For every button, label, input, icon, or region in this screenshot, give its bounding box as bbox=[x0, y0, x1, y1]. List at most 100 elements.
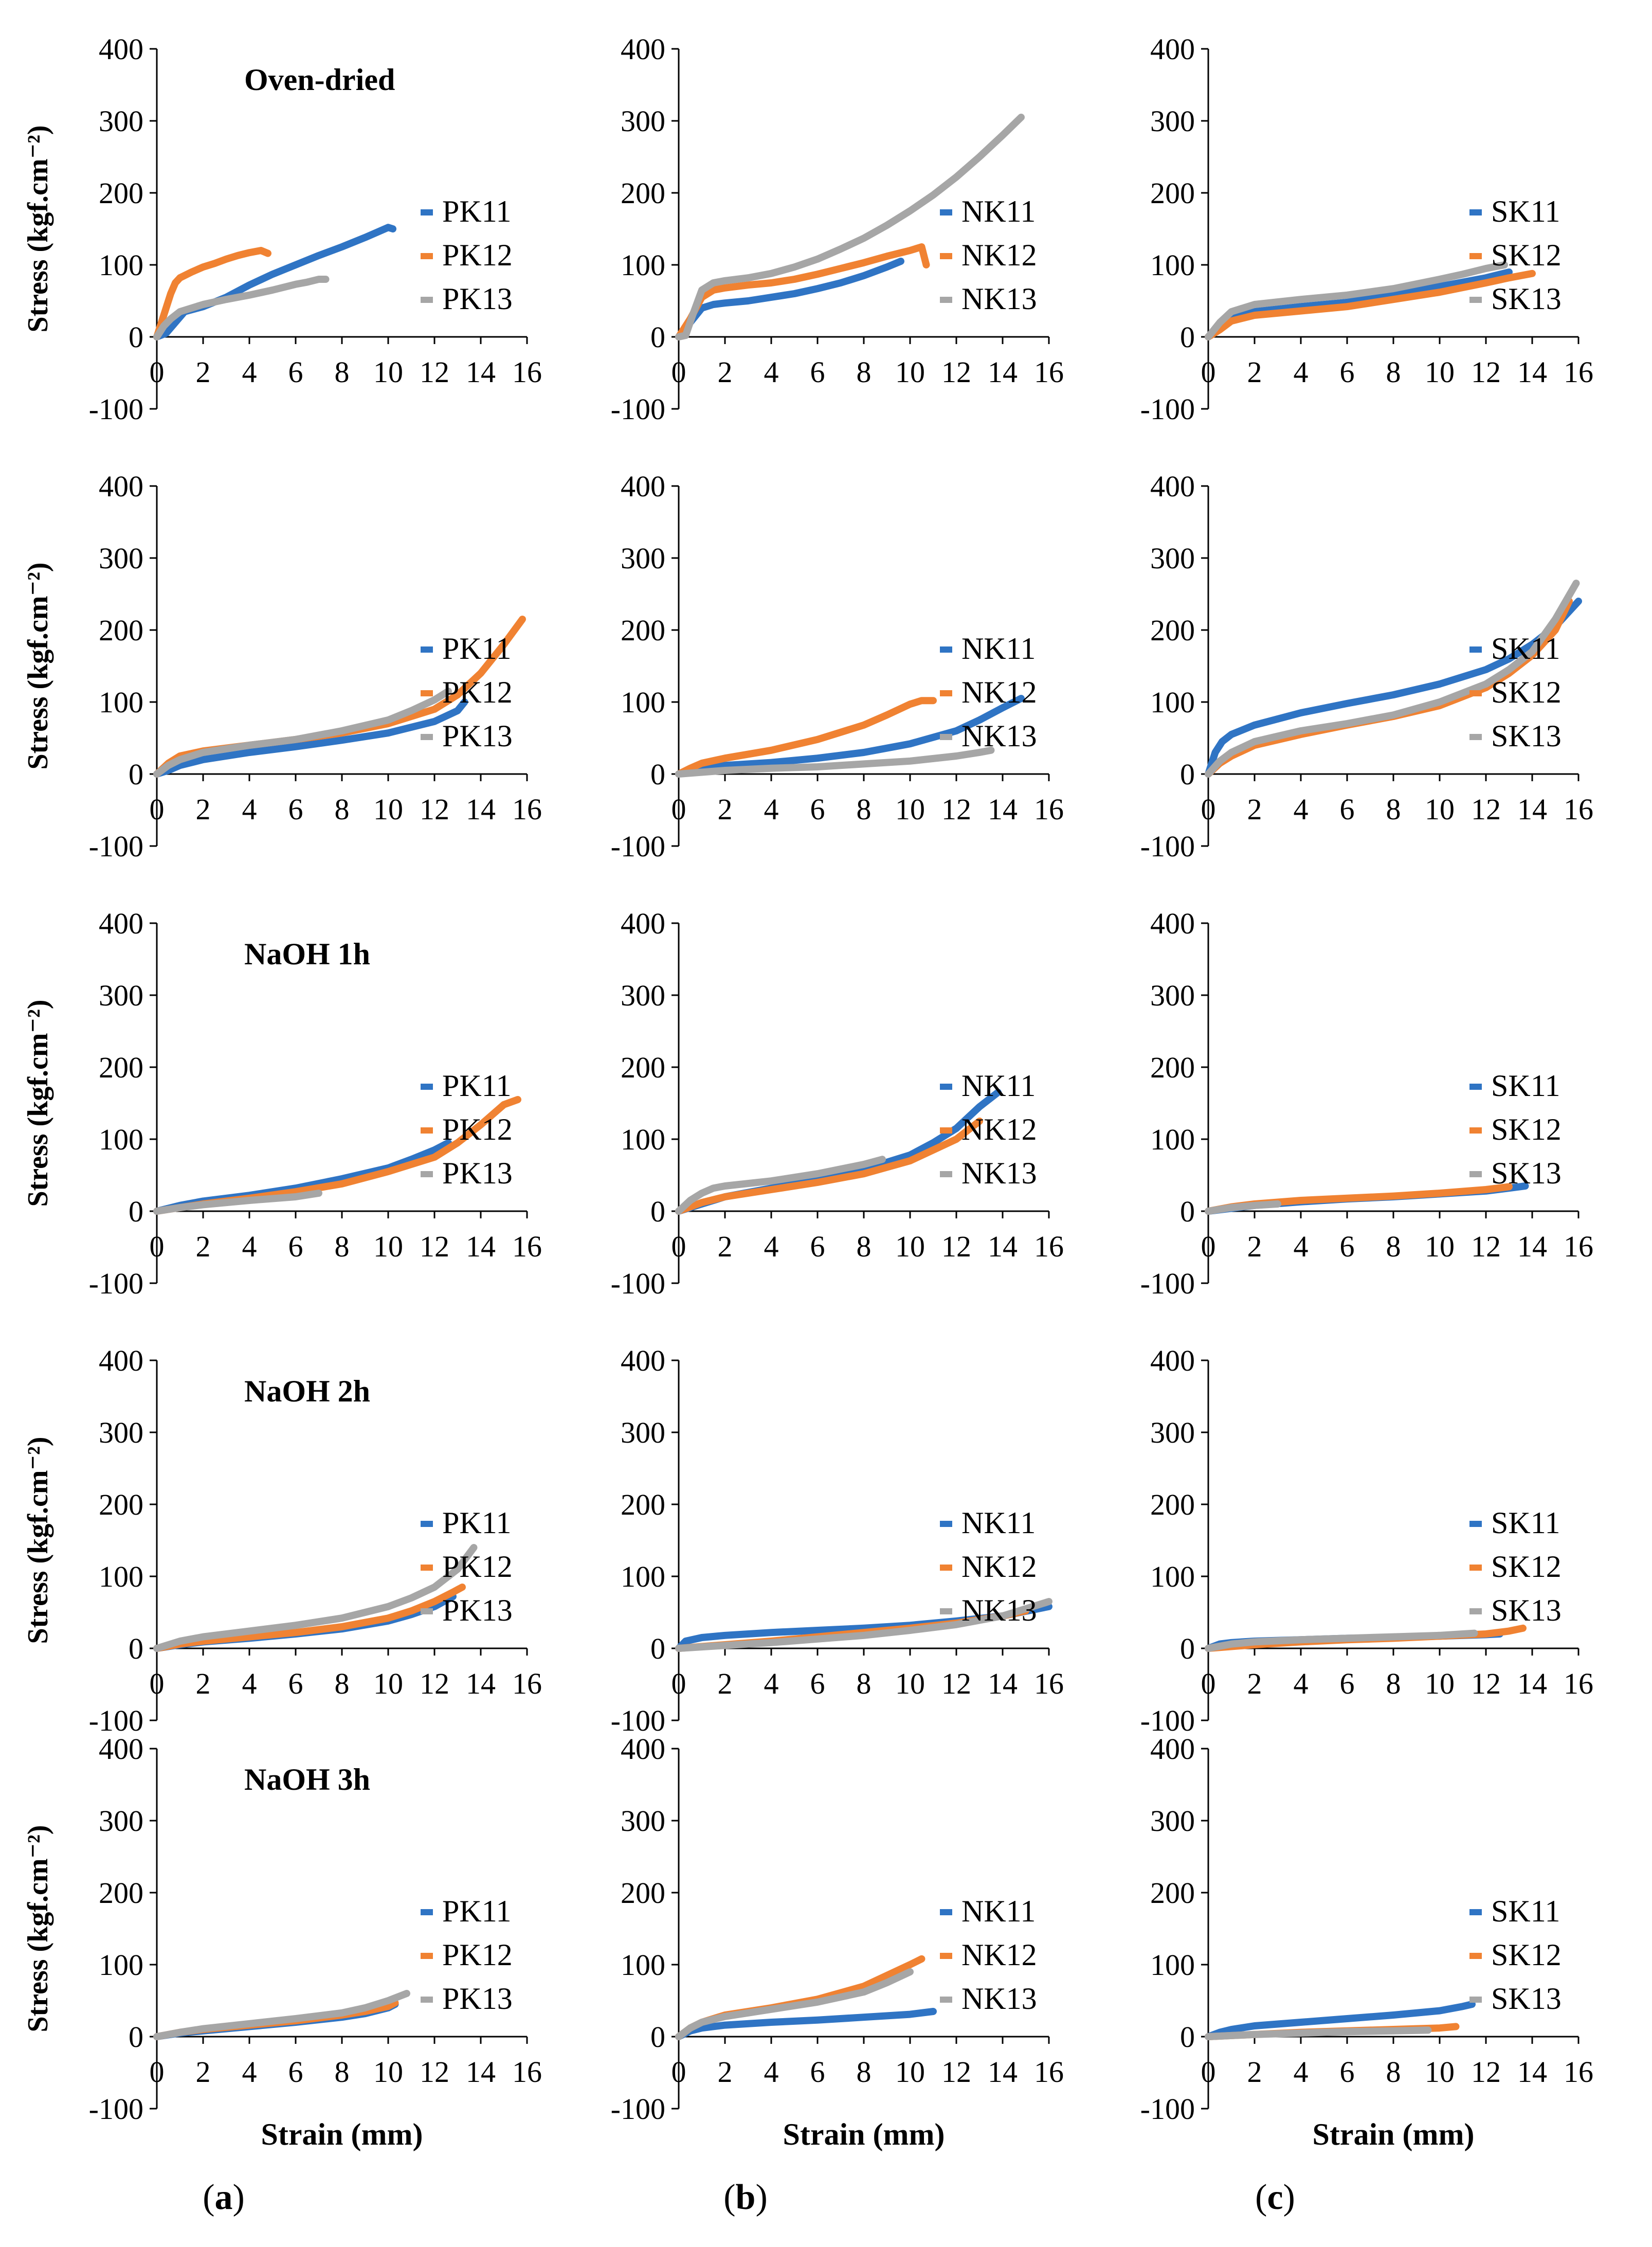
x-tick-label: 10 bbox=[373, 355, 403, 389]
panel-title: NaOH 3h bbox=[244, 1763, 370, 1796]
caption-letter: b bbox=[736, 2178, 756, 2217]
y-tick-label: 300 bbox=[621, 1804, 665, 1838]
caption-close: ) bbox=[1283, 2178, 1295, 2217]
y-tick-label: 100 bbox=[99, 1948, 143, 1982]
x-tick-label: 14 bbox=[988, 793, 1018, 826]
y-tick-label: 300 bbox=[1150, 104, 1195, 138]
x-tick-label: 6 bbox=[288, 355, 303, 389]
y-tick-label: 400 bbox=[1150, 907, 1195, 940]
x-tick-label: 0 bbox=[150, 793, 165, 826]
y-tick-label: -100 bbox=[611, 1704, 665, 1737]
x-tick-label: 4 bbox=[764, 1230, 779, 1263]
y-tick-label: 200 bbox=[1150, 1051, 1195, 1084]
y-tick-label: 200 bbox=[1150, 1876, 1195, 1910]
y-tick-label: 0 bbox=[129, 320, 143, 354]
legend-label-nk12: NK12 bbox=[961, 1550, 1037, 1584]
x-tick-label: 16 bbox=[1034, 2055, 1064, 2089]
y-tick-label: 0 bbox=[650, 758, 665, 791]
y-tick-label: 400 bbox=[99, 907, 143, 940]
x-tick-label: 12 bbox=[1471, 355, 1501, 389]
x-tick-label: 0 bbox=[1201, 1667, 1216, 1700]
y-tick-label: 100 bbox=[99, 1560, 143, 1593]
x-tick-label: 10 bbox=[373, 1230, 403, 1263]
x-tick-label: 10 bbox=[373, 793, 403, 826]
x-tick-label: 6 bbox=[810, 793, 825, 826]
x-axis-title: Strain (mm) bbox=[1313, 2117, 1475, 2151]
legend-label-pk12: PK12 bbox=[442, 1550, 513, 1584]
y-tick-label: 0 bbox=[1180, 1195, 1195, 1228]
y-tick-label: -100 bbox=[611, 392, 665, 426]
x-tick-label: 0 bbox=[150, 2055, 165, 2089]
y-tick-label: -100 bbox=[1140, 2092, 1195, 2126]
x-tick-label: 8 bbox=[335, 1230, 350, 1263]
series-line-pk12 bbox=[153, 1584, 466, 1652]
y-tick-label: 300 bbox=[99, 1804, 143, 1838]
x-tick-label: 2 bbox=[1247, 1667, 1262, 1700]
legend-label-pk13: PK13 bbox=[442, 719, 513, 753]
legend-label-sk13: SK13 bbox=[1491, 1593, 1562, 1627]
series-line-pk11 bbox=[153, 698, 468, 778]
series-line-nk13 bbox=[675, 1598, 1052, 1652]
column-caption: (b) bbox=[723, 2178, 768, 2217]
x-tick-label: 6 bbox=[810, 1667, 825, 1700]
series-line-nk12 bbox=[675, 243, 930, 340]
caption-open: ( bbox=[723, 2178, 735, 2217]
y-tick-label: 400 bbox=[99, 1344, 143, 1377]
legend-label-pk11: PK11 bbox=[442, 1069, 511, 1103]
series-line-nk13 bbox=[675, 1968, 914, 2040]
series-line-sk13 bbox=[1205, 1200, 1281, 1215]
panel-title: NaOH 2h bbox=[244, 1374, 370, 1408]
y-tick-label: 300 bbox=[621, 1416, 665, 1449]
y-axis-title: Stress (kgf.cm⁻²) bbox=[22, 562, 54, 769]
y-tick-label: 100 bbox=[1150, 248, 1195, 282]
legend-label-sk11: SK11 bbox=[1491, 1506, 1560, 1540]
x-tick-label: 14 bbox=[466, 1667, 496, 1700]
y-tick-label: 100 bbox=[99, 248, 143, 282]
x-tick-label: 12 bbox=[941, 1230, 971, 1263]
x-tick-label: 14 bbox=[988, 1230, 1018, 1263]
x-tick-label: 8 bbox=[857, 1230, 872, 1263]
x-axis-title: Strain (mm) bbox=[261, 2117, 423, 2151]
y-tick-label: 100 bbox=[621, 1948, 665, 1982]
x-tick-label: 0 bbox=[671, 355, 686, 389]
y-tick-label: -100 bbox=[611, 830, 665, 863]
x-tick-label: 6 bbox=[288, 1667, 303, 1700]
series-line-pk12 bbox=[153, 247, 271, 340]
y-tick-label: -100 bbox=[89, 830, 143, 863]
x-tick-label: 2 bbox=[1247, 2055, 1262, 2089]
column-caption: (a) bbox=[203, 2178, 245, 2217]
x-tick-label: 0 bbox=[1201, 2055, 1216, 2089]
x-tick-label: 16 bbox=[1034, 793, 1064, 826]
x-tick-label: 4 bbox=[242, 793, 257, 826]
x-tick-label: 12 bbox=[420, 355, 449, 389]
x-tick-label: 6 bbox=[288, 2055, 303, 2089]
y-tick-label: 200 bbox=[621, 1488, 665, 1521]
x-tick-label: 0 bbox=[1201, 793, 1216, 826]
x-tick-label: 4 bbox=[764, 2055, 779, 2089]
series-line-nk13 bbox=[675, 114, 1025, 340]
x-tick-label: 12 bbox=[941, 355, 971, 389]
y-tick-label: -100 bbox=[89, 1704, 143, 1737]
legend-label-nk13: NK13 bbox=[961, 1593, 1037, 1627]
legend-label-nk13: NK13 bbox=[961, 1982, 1037, 2016]
y-tick-label: 100 bbox=[99, 686, 143, 719]
x-tick-label: 2 bbox=[718, 2055, 733, 2089]
x-tick-label: 8 bbox=[857, 2055, 872, 2089]
legend-label-sk12: SK12 bbox=[1491, 675, 1562, 709]
x-tick-label: 8 bbox=[335, 2055, 350, 2089]
x-tick-label: 12 bbox=[1471, 2055, 1501, 2089]
x-tick-label: 2 bbox=[196, 1667, 211, 1700]
legend-label-nk11: NK11 bbox=[961, 632, 1036, 666]
x-tick-label: 16 bbox=[1034, 1667, 1064, 1700]
x-tick-label: 12 bbox=[1471, 1230, 1501, 1263]
x-tick-label: 12 bbox=[941, 793, 971, 826]
y-axis-title: Stress (kgf.cm⁻²) bbox=[22, 1825, 54, 2032]
x-tick-label: 14 bbox=[1517, 793, 1547, 826]
y-axis-title: Stress (kgf.cm⁻²) bbox=[22, 999, 54, 1207]
x-tick-label: 4 bbox=[1294, 793, 1309, 826]
x-tick-label: 16 bbox=[1564, 1667, 1593, 1700]
